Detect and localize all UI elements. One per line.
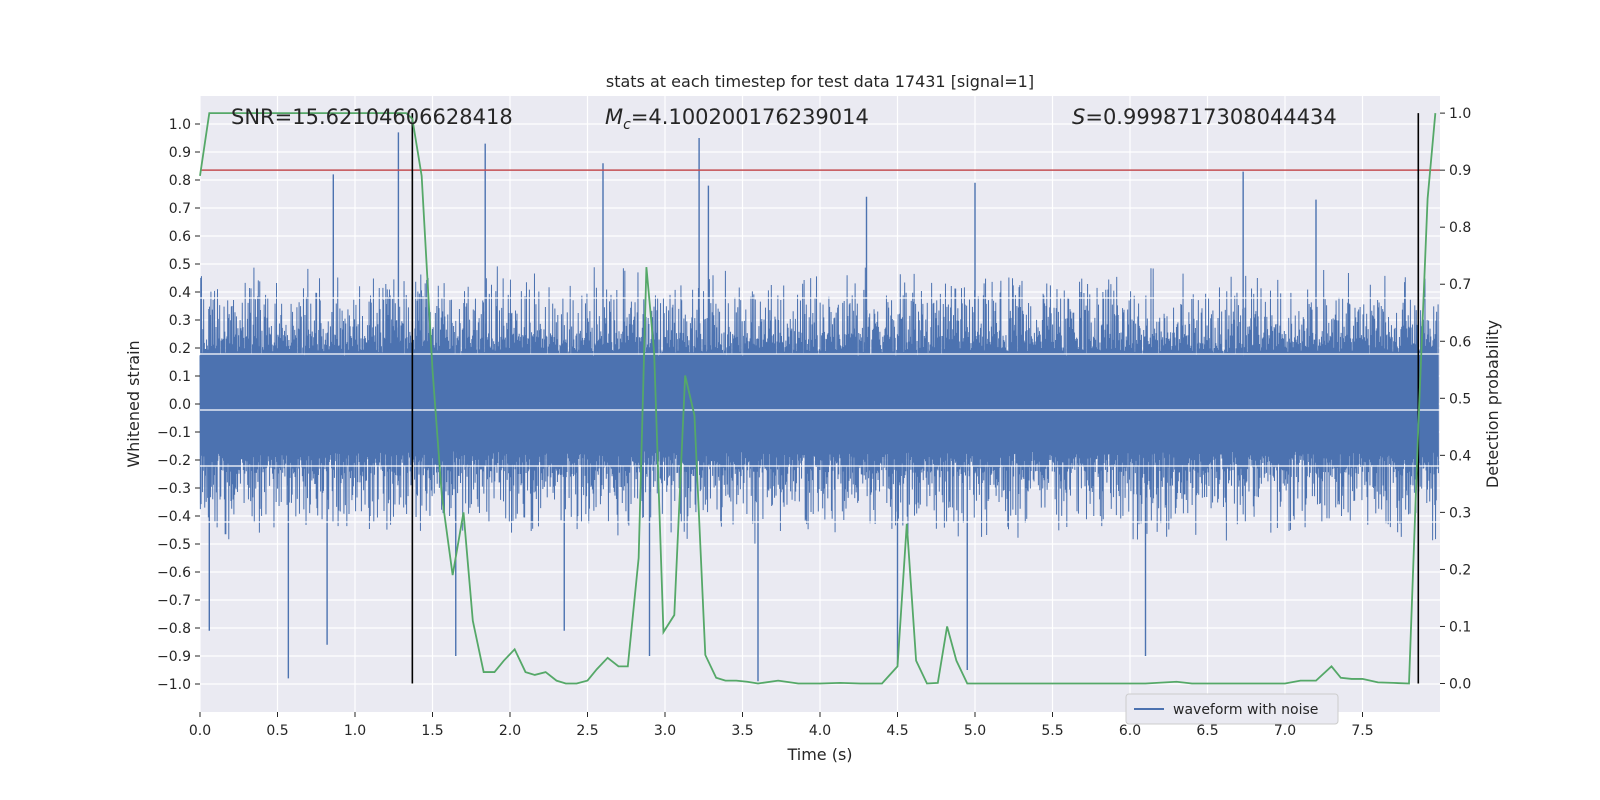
x-tick-label: 0.0: [189, 723, 211, 739]
probability-series: [199, 112, 1437, 685]
y-axis-ticks: −1.0 −0.9 −0.8 −0.7 −0.6 −0.5 −0.4 −0.3 −0.2 −0.1…: [157, 117, 200, 693]
legend-label: waveform with noise: [1173, 702, 1318, 718]
y2-tick-label: 0.2: [1449, 562, 1471, 578]
y-tick-label: 0.9: [169, 145, 191, 161]
grid-overlay: [200, 297, 1440, 523]
y-tick-label: 0.2: [169, 341, 191, 357]
y2-tick-label: 0.8: [1449, 220, 1471, 236]
x-axis-ticks: 0.0 0.5 1.0 1.5 2.0 2.5 3.0 3.5 4.0 4.5 5.0 5.5 6.0 6…: [189, 712, 1374, 739]
y-tick-label: −0.5: [157, 537, 191, 553]
y2-axis-ticks: 0.0 0.1 0.2 0.3 0.4 0.5 0.6 0.7 0.8 0.9 1.0: [1440, 106, 1471, 692]
x-tick-label: 5.5: [1041, 723, 1063, 739]
y2-tick-label: 0.0: [1449, 676, 1471, 692]
x-tick-label: 7.5: [1351, 723, 1373, 739]
mc-annotation: Mc=4.100200176239014: [605, 105, 869, 133]
y-axis-label: Whitened strain: [124, 340, 143, 467]
y2-tick-label: 0.7: [1449, 277, 1471, 293]
y-tick-label: 1.0: [169, 117, 191, 133]
y2-tick-label: 0.9: [1449, 163, 1471, 179]
y-tick-label: −1.0: [157, 677, 191, 693]
y-tick-label: −0.6: [157, 565, 191, 581]
x-axis-label: Time (s): [786, 745, 852, 764]
y-tick-label: 0.3: [169, 313, 191, 329]
y2-tick-label: 0.5: [1449, 391, 1471, 407]
y-tick-label: 0.4: [169, 285, 191, 301]
legend-box: [1125, 693, 1339, 725]
x-tick-label: 7.0: [1274, 723, 1296, 739]
y2-tick-label: 0.3: [1449, 505, 1471, 521]
chart-title: stats at each timestep for test data 174…: [606, 72, 1034, 91]
x-tick-label: 3.5: [731, 723, 753, 739]
y-tick-label: 0.0: [169, 397, 191, 413]
y-tick-label: −0.9: [157, 649, 191, 665]
x-tick-label: 4.0: [809, 723, 831, 739]
y2-tick-label: 0.4: [1449, 448, 1471, 464]
y-tick-label: −0.2: [157, 453, 191, 469]
y2-tick-label: 0.6: [1449, 334, 1471, 350]
y-tick-label: −0.1: [157, 425, 191, 441]
y-tick-label: 0.8: [169, 173, 191, 189]
x-tick-label: 3.0: [654, 723, 676, 739]
y-tick-label: −0.8: [157, 621, 191, 637]
x-tick-label: 6.0: [1119, 723, 1141, 739]
y-tick-label: 0.6: [169, 229, 191, 245]
y-tick-label: −0.4: [157, 509, 191, 525]
legend: waveform with noise: [1125, 693, 1339, 725]
x-tick-label: 6.5: [1196, 723, 1218, 739]
x-tick-label: 0.5: [266, 723, 288, 739]
y-tick-label: 0.5: [169, 257, 191, 273]
waveform-series: [199, 132, 1439, 682]
vertical-markers: [411, 113, 1420, 684]
s-value: =0.9998717308044434: [1085, 105, 1336, 129]
x-tick-label: 5.0: [964, 723, 986, 739]
x-tick-label: 1.5: [421, 723, 443, 739]
y2-tick-label: 1.0: [1449, 106, 1471, 122]
y-tick-label: 0.1: [169, 369, 191, 385]
y-tick-label: −0.3: [157, 481, 191, 497]
y-tick-label: 0.7: [169, 201, 191, 217]
waveform-line: [199, 266, 1439, 544]
s-annotation: S=0.9998717308044434: [1072, 105, 1337, 129]
probability-line: [199, 112, 1437, 685]
y2-axis-label: Detection probability: [1483, 320, 1502, 488]
x-tick-label: 4.5: [886, 723, 908, 739]
y2-tick-label: 0.1: [1449, 619, 1471, 635]
x-tick-label: 2.0: [499, 723, 521, 739]
x-tick-label: 2.5: [576, 723, 598, 739]
x-tick-label: 1.0: [344, 723, 366, 739]
mc-value: =4.100200176239014: [631, 105, 869, 129]
snr-annotation: SNR=15.62104606628418: [231, 105, 513, 129]
y-tick-label: −0.7: [157, 593, 191, 609]
